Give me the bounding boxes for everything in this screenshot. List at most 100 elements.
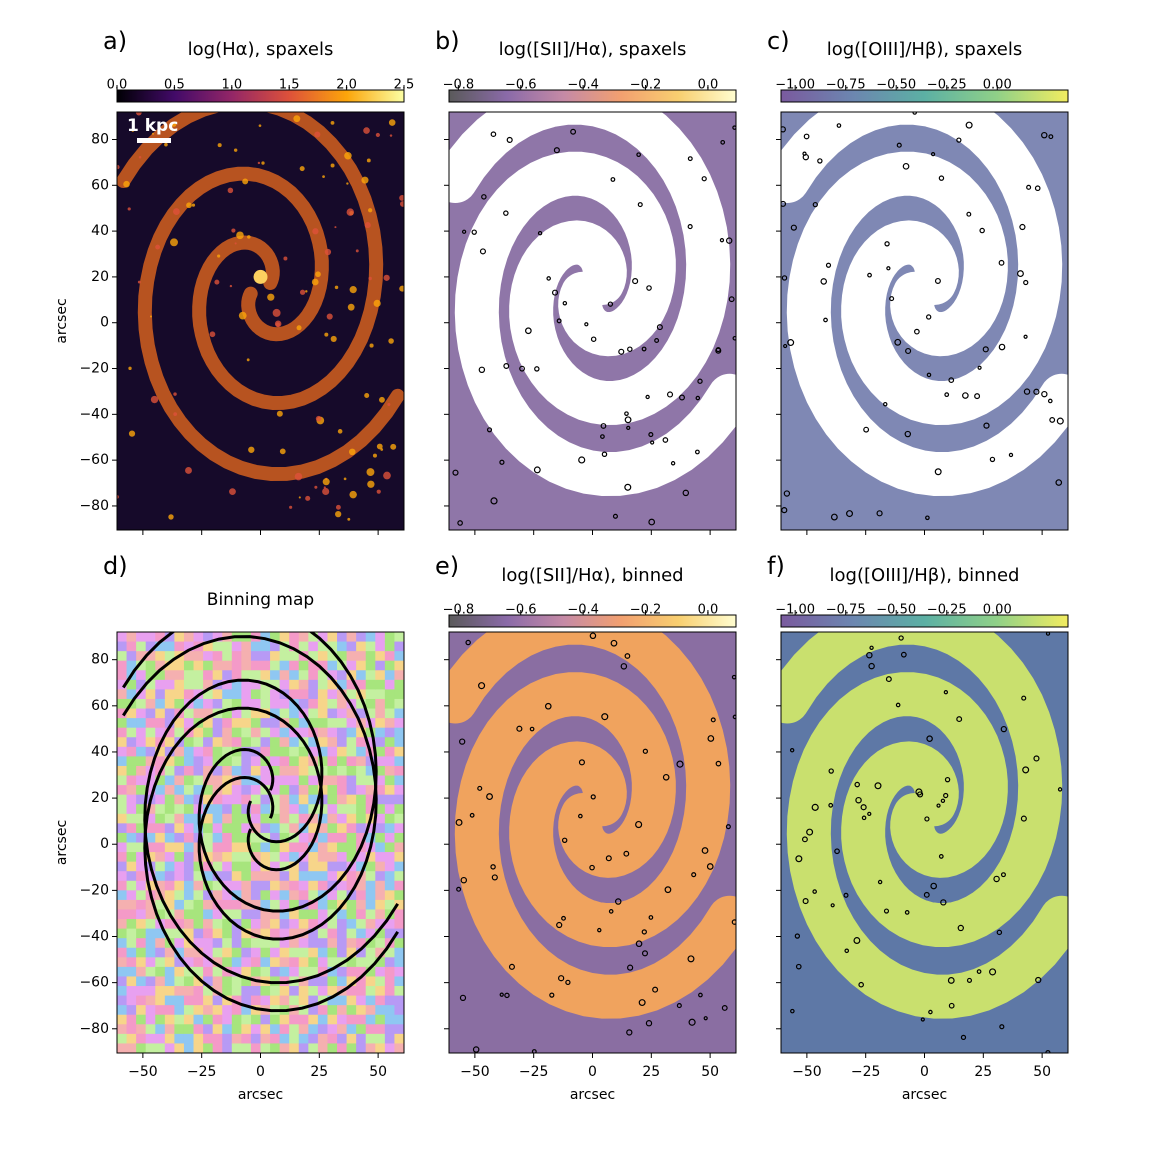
- contour-dot: [618, 348, 625, 355]
- bin-cell: [356, 957, 367, 968]
- bin-cell: [183, 852, 195, 863]
- bin-cell: [212, 670, 223, 681]
- bin-cell: [155, 718, 166, 729]
- emission-knot: [400, 201, 404, 207]
- contour-dot: [855, 796, 862, 804]
- contour-dot: [924, 816, 930, 822]
- bin-cell: [126, 861, 137, 872]
- map-image: [117, 112, 404, 530]
- bin-cell: [126, 919, 137, 930]
- bin-cell: [346, 1014, 357, 1025]
- bin-cell: [145, 842, 156, 853]
- contour-dot: [794, 933, 801, 939]
- bin-cell: [117, 880, 128, 891]
- bin-cell: [241, 919, 252, 930]
- bin-cell: [384, 813, 395, 824]
- bin-cell: [317, 737, 328, 748]
- bin-cell: [203, 1024, 214, 1035]
- bin-cell: [365, 957, 376, 968]
- bin-cell: [394, 957, 404, 968]
- emission-knot: [247, 235, 251, 239]
- bin-cell: [231, 928, 242, 939]
- bin-cell: [203, 785, 214, 796]
- bin-cell: [241, 718, 252, 729]
- contour-dot: [519, 365, 525, 372]
- contour-dot: [610, 177, 616, 182]
- bin-cell: [117, 909, 128, 920]
- bin-cell: [384, 632, 395, 643]
- bin-cell: [231, 976, 242, 987]
- contour: [122, 632, 378, 913]
- bin-cell: [384, 1043, 395, 1053]
- y-tick-label: −40: [79, 406, 109, 422]
- bin-cell: [155, 947, 166, 958]
- bin-cell: [212, 1033, 223, 1044]
- y-tick-label: −80: [79, 1021, 109, 1037]
- contour-dot: [962, 392, 969, 399]
- bin-cell: [164, 679, 175, 690]
- bin-cell: [222, 785, 233, 796]
- bin-cell: [365, 995, 376, 1006]
- bin-cell: [298, 1005, 309, 1016]
- bin-cell: [241, 670, 252, 681]
- bin-cell: [193, 995, 204, 1006]
- bin-cell: [155, 909, 166, 920]
- bin-cell: [145, 632, 156, 643]
- bin-cell: [250, 957, 261, 968]
- contour-dot: [679, 394, 685, 401]
- bin-cell: [145, 909, 156, 920]
- bin-cell: [145, 804, 156, 815]
- contour-dot: [982, 346, 989, 353]
- contour-dot: [623, 850, 630, 857]
- scale-bar: [137, 138, 171, 143]
- bin-cell: [308, 670, 319, 681]
- bin-cell: [394, 794, 404, 805]
- bin-cell: [327, 718, 338, 729]
- bin-cell: [279, 641, 290, 652]
- bin-cell: [222, 727, 233, 738]
- bin-cell: [260, 995, 271, 1006]
- bin-cell: [250, 823, 261, 834]
- bin-cell: [174, 756, 185, 767]
- colorbar-tick-label: −0.25: [927, 78, 967, 93]
- bin-cell: [241, 832, 252, 843]
- bin-cell: [136, 813, 147, 824]
- contour-dot: [896, 142, 902, 148]
- bin-cell: [375, 871, 386, 882]
- bin-cell: [356, 880, 367, 891]
- contour-dot: [537, 230, 543, 236]
- bin-cell: [222, 852, 233, 863]
- bin-cell: [136, 938, 147, 949]
- bin-cell: [365, 928, 376, 939]
- bin-cell: [203, 1005, 214, 1016]
- bin-cell: [346, 976, 357, 987]
- bin-cell: [289, 660, 300, 671]
- bin-cell: [117, 823, 128, 834]
- bin-cell: [365, 919, 376, 930]
- emission-knot: [294, 472, 303, 481]
- bin-cell: [193, 957, 204, 968]
- bin-cell: [289, 670, 300, 681]
- bin-cell: [203, 679, 214, 690]
- bin-cell: [203, 632, 214, 643]
- bin-cell: [298, 727, 309, 738]
- bin-cell: [270, 727, 281, 738]
- emission-knot: [229, 284, 233, 288]
- bin-cell: [212, 718, 223, 729]
- bin-cell: [212, 632, 223, 643]
- bin-cell: [394, 1043, 404, 1053]
- bin-cell: [231, 689, 242, 700]
- bin-cell: [346, 966, 357, 977]
- bin-cell: [126, 1043, 137, 1053]
- bin-cell: [365, 651, 376, 662]
- emission-knot: [337, 429, 343, 434]
- bin-cell: [384, 727, 395, 738]
- bin-cell: [164, 813, 175, 824]
- bin-cell: [164, 1024, 175, 1035]
- bin-cell: [270, 928, 281, 939]
- bin-cell: [250, 727, 261, 738]
- bin-cell: [337, 995, 348, 1006]
- bin-cell: [212, 861, 223, 872]
- bin-cell: [298, 995, 309, 1006]
- bin-cell: [250, 737, 261, 748]
